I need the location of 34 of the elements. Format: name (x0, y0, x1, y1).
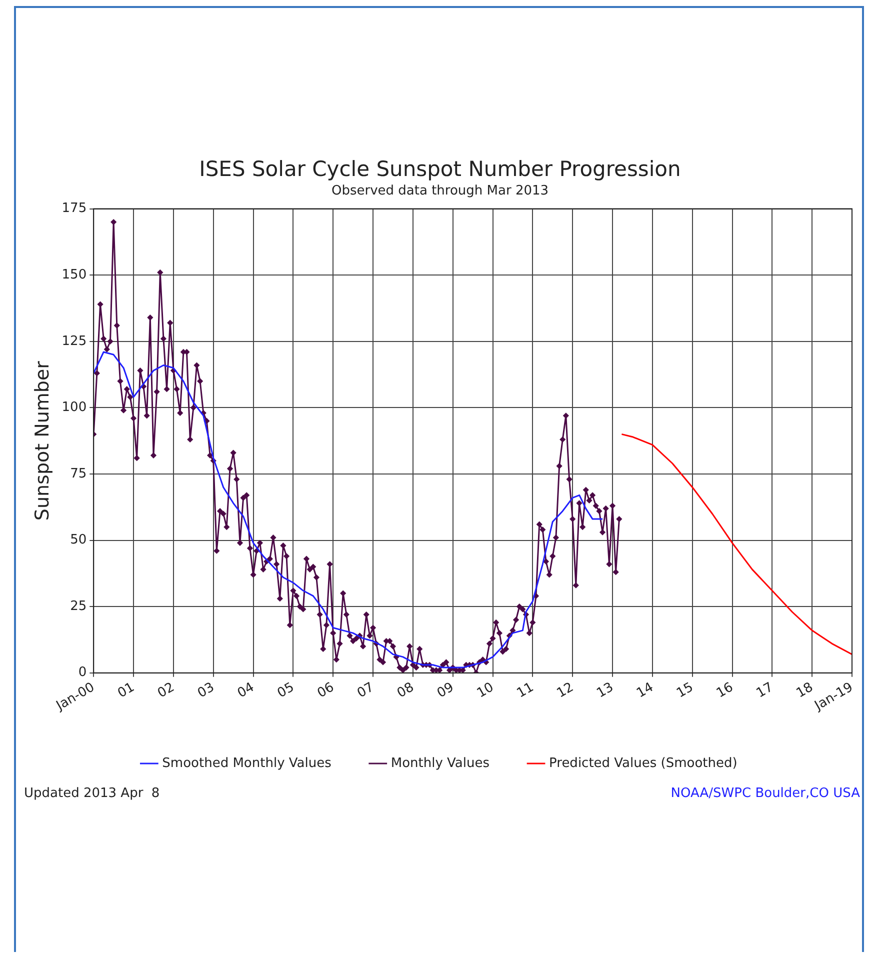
y-tick-label: 100 (62, 400, 87, 416)
x-tick-label: 16 (714, 680, 736, 702)
x-tick-label: 09 (434, 680, 457, 702)
x-tick-label: 02 (155, 680, 178, 702)
x-tick-label: 03 (195, 680, 218, 702)
chart-subtitle: Observed data through Mar 2013 (331, 183, 549, 198)
legend-label: Monthly Values (390, 756, 490, 771)
x-tick-label: 07 (354, 680, 377, 702)
x-tick-label: 08 (394, 680, 417, 702)
x-tick-label: 11 (514, 680, 536, 702)
x-tick-label: 17 (754, 680, 776, 702)
x-tick-label: 12 (554, 680, 576, 702)
y-tick-label: 0 (78, 665, 87, 680)
x-tick-label: 05 (275, 680, 297, 702)
y-tick-label: 75 (70, 466, 87, 482)
legend-label: Smoothed Monthly Values (162, 756, 332, 771)
x-tick-label: 01 (115, 680, 138, 702)
y-tick-label: 175 (62, 201, 87, 216)
x-tick-label: 06 (314, 680, 337, 702)
text: Updated 2013 Apr 8 (24, 786, 160, 801)
y-axis-title: Sunspot Number (31, 360, 54, 521)
y-tick-label: 150 (62, 267, 87, 282)
x-tick-label: 18 (794, 680, 816, 702)
chart-title: ISES Solar Cycle Sunspot Number Progression (199, 157, 681, 182)
x-tick-label: 13 (594, 680, 616, 702)
y-tick-label: 125 (62, 334, 87, 349)
text: NOAA/SWPC Boulder,CO USA (670, 786, 860, 801)
x-tick-label: 15 (674, 680, 696, 702)
x-tick-label: 10 (474, 680, 496, 702)
y-tick-label: 25 (70, 598, 87, 614)
legend-label: Predicted Values (Smoothed) (549, 756, 738, 771)
x-tick-label: 14 (634, 680, 656, 702)
x-tick-label: 04 (235, 680, 257, 702)
y-tick-label: 50 (70, 532, 87, 548)
